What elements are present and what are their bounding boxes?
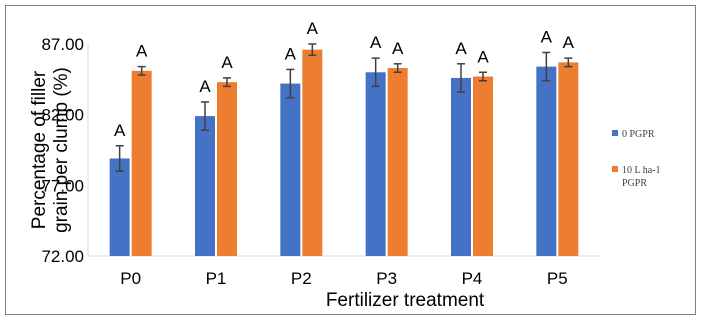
bar [451, 77, 471, 256]
y-tick-label: 77.00 [41, 176, 84, 195]
legend-swatch [612, 166, 618, 172]
significance-letter: A [199, 77, 211, 96]
significance-letter: A [541, 27, 553, 46]
significance-letter: A [370, 33, 382, 52]
bar [302, 49, 323, 256]
legend-label: 0 PGPR [622, 129, 655, 140]
bar [280, 83, 301, 256]
category-label: P2 [291, 269, 312, 288]
y-axis-title-line-2: grain per clump (%) [51, 67, 72, 233]
legend-label: 10 L ha-1 [622, 165, 661, 176]
y-tick-labels: 72.00 77.00 82.00 87.00 [41, 35, 84, 266]
legend-swatch [612, 130, 618, 136]
legend-label: PGPR [622, 178, 647, 189]
bar [217, 82, 237, 256]
category-label: P1 [206, 269, 227, 288]
significance-letter: A [221, 53, 233, 72]
category-label: P5 [547, 269, 568, 288]
y-tick-label: 87.00 [41, 35, 84, 54]
bar [195, 116, 215, 256]
bar [131, 70, 152, 256]
category-labels: P0 P1 P2 P3 P4 P5 [120, 269, 567, 288]
significance-letter: A [114, 121, 126, 140]
significance-letter: A [477, 47, 489, 66]
bar [387, 68, 408, 256]
bar [365, 72, 386, 257]
significance-letter: A [392, 39, 404, 58]
bar [109, 158, 130, 256]
category-label: P0 [120, 269, 141, 288]
x-axis-title: Fertilizer treatment [326, 290, 485, 311]
category-label: P4 [462, 269, 483, 288]
legend: 0 PGPR 10 L ha-1 PGPR [612, 129, 661, 189]
significance-letter: A [307, 19, 319, 38]
y-tick-label: 82.00 [41, 106, 84, 125]
significance-letter: A [136, 42, 148, 61]
significance-letter: A [455, 39, 467, 58]
y-axis-title-line-1: Percentage of filler [29, 70, 50, 229]
category-label: P3 [376, 269, 397, 288]
bar [558, 62, 579, 256]
bar [473, 76, 493, 256]
significance-letter: A [563, 33, 575, 52]
y-tick-label: 72.00 [41, 247, 84, 266]
bar [536, 66, 557, 256]
significance-letter: A [285, 44, 297, 63]
